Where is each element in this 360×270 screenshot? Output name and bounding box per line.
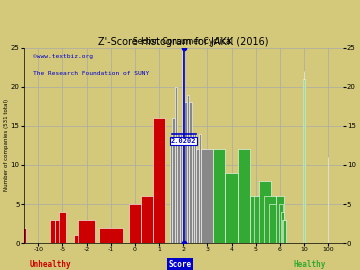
Bar — [225, 173, 238, 243]
Bar — [255, 196, 266, 243]
Bar — [249, 196, 262, 243]
Bar — [283, 220, 286, 243]
Bar — [153, 118, 165, 243]
Bar — [201, 149, 213, 243]
Bar — [189, 102, 192, 243]
Bar — [170, 141, 172, 243]
Bar — [259, 181, 271, 243]
Bar — [197, 149, 199, 243]
Bar — [172, 118, 175, 243]
Text: ©www.textbiz.org: ©www.textbiz.org — [33, 53, 93, 59]
Title: Z'-Score Histogram for JAKK (2016): Z'-Score Histogram for JAKK (2016) — [98, 37, 269, 47]
Text: Healthy: Healthy — [293, 260, 326, 269]
Bar — [182, 48, 184, 243]
Text: Score: Score — [168, 260, 192, 269]
Text: Sector: Consumer Cyclical: Sector: Consumer Cyclical — [133, 37, 233, 46]
Bar — [21, 228, 26, 243]
Bar — [276, 196, 284, 243]
Bar — [184, 102, 187, 243]
Bar — [269, 204, 280, 243]
Bar — [55, 220, 60, 243]
Bar — [177, 134, 180, 243]
Bar — [50, 220, 55, 243]
Bar — [199, 134, 201, 243]
Bar — [213, 149, 225, 243]
Bar — [129, 204, 141, 243]
Bar — [192, 134, 194, 243]
Bar — [187, 94, 189, 243]
Bar — [281, 212, 284, 243]
Text: The Research Foundation of SUNY: The Research Foundation of SUNY — [33, 71, 149, 76]
Bar — [303, 79, 305, 243]
Bar — [59, 212, 66, 243]
Bar — [282, 220, 285, 243]
Bar — [264, 196, 276, 243]
Bar — [180, 134, 182, 243]
Y-axis label: Number of companies (531 total): Number of companies (531 total) — [4, 99, 9, 191]
Bar — [175, 87, 177, 243]
Text: 2.0202: 2.0202 — [171, 138, 197, 144]
Bar — [279, 204, 283, 243]
Bar — [194, 134, 197, 243]
Bar — [75, 235, 82, 243]
Text: Unhealthy: Unhealthy — [30, 260, 71, 269]
Bar — [78, 220, 95, 243]
Bar — [141, 196, 153, 243]
Bar — [99, 228, 123, 243]
Bar — [238, 149, 249, 243]
